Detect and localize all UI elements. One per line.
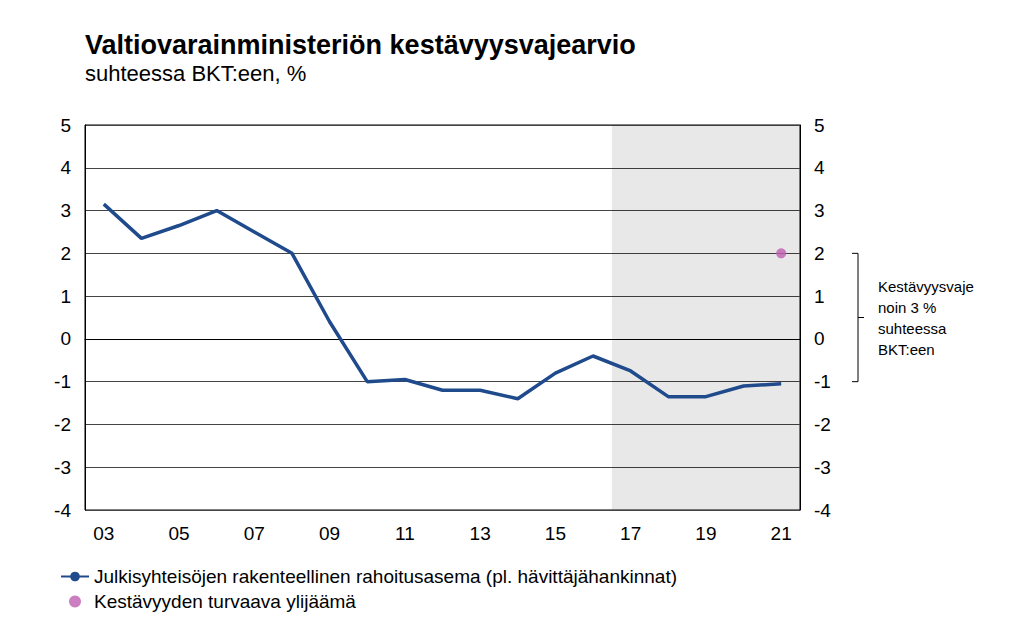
svg-text:Valtiovarainministeriön kestäv: Valtiovarainministeriön kestävyysvajearv… (85, 30, 636, 60)
svg-text:2: 2 (60, 243, 71, 264)
svg-text:suhteessa: suhteessa (878, 320, 947, 337)
svg-text:Julkisyhteisöjen rakenteelline: Julkisyhteisöjen rakenteellinen rahoitus… (94, 566, 677, 587)
svg-text:-2: -2 (814, 414, 831, 435)
svg-text:3: 3 (60, 200, 71, 221)
svg-text:17: 17 (620, 523, 641, 544)
svg-text:noin 3 %: noin 3 % (878, 299, 936, 316)
svg-text:-4: -4 (54, 500, 71, 521)
svg-text:-3: -3 (814, 457, 831, 478)
svg-text:-1: -1 (814, 371, 831, 392)
svg-text:5: 5 (60, 115, 71, 136)
svg-text:3: 3 (814, 200, 825, 221)
svg-text:03: 03 (93, 523, 114, 544)
svg-text:2: 2 (814, 243, 825, 264)
svg-text:suhteessa BKT:een, %: suhteessa BKT:een, % (85, 61, 306, 86)
svg-text:15: 15 (545, 523, 566, 544)
svg-text:1: 1 (60, 286, 71, 307)
svg-text:4: 4 (814, 157, 825, 178)
svg-text:5: 5 (814, 115, 825, 136)
svg-text:0: 0 (814, 328, 825, 349)
svg-text:05: 05 (169, 523, 190, 544)
svg-text:1: 1 (814, 286, 825, 307)
svg-text:-2: -2 (54, 414, 71, 435)
svg-text:Kestävyysvaje: Kestävyysvaje (878, 278, 974, 295)
svg-text:BKT:een: BKT:een (878, 341, 935, 358)
svg-text:0: 0 (60, 328, 71, 349)
svg-text:-4: -4 (814, 500, 831, 521)
svg-text:4: 4 (60, 157, 71, 178)
svg-text:13: 13 (470, 523, 491, 544)
svg-text:-1: -1 (54, 371, 71, 392)
svg-text:Kestävyyden turvaava ylijäämä: Kestävyyden turvaava ylijäämä (94, 591, 356, 612)
svg-text:07: 07 (244, 523, 265, 544)
svg-text:21: 21 (771, 523, 792, 544)
svg-text:09: 09 (319, 523, 340, 544)
svg-text:19: 19 (695, 523, 716, 544)
svg-text:11: 11 (395, 523, 415, 544)
svg-text:-3: -3 (54, 457, 71, 478)
